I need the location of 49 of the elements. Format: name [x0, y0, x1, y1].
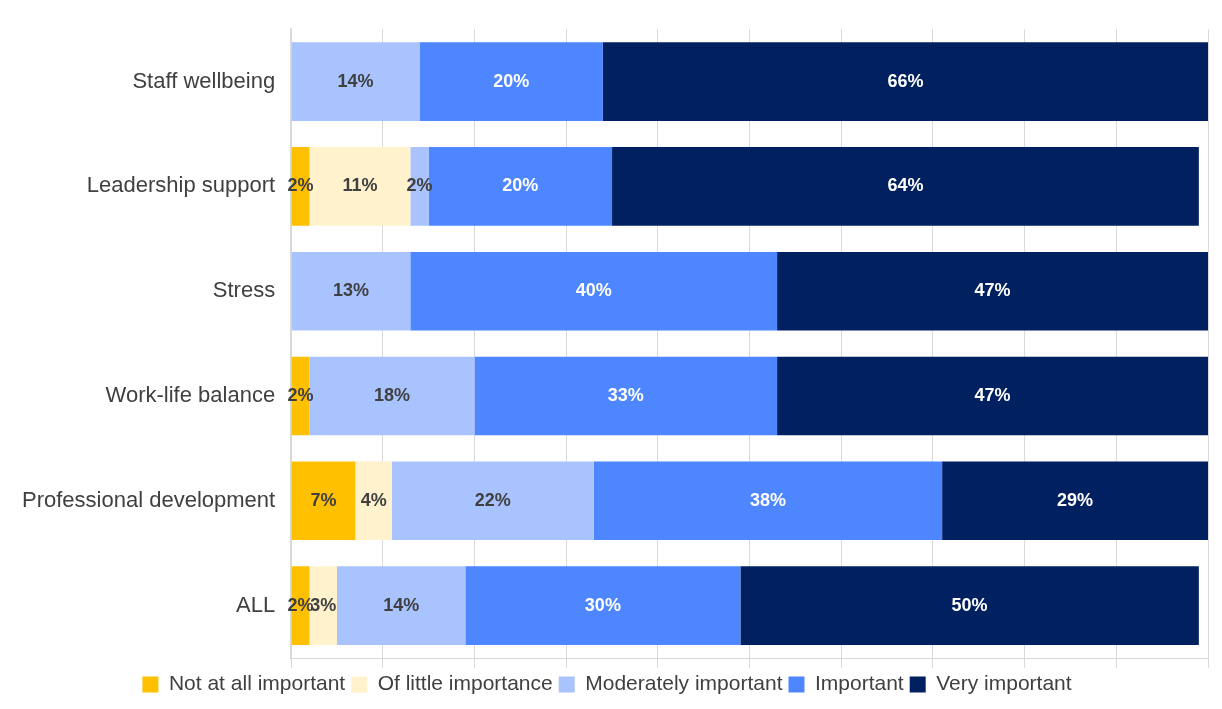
- bar: [336, 566, 466, 645]
- data-label: 47%: [974, 384, 1011, 405]
- y-tick-label: Professional development: [21, 486, 276, 512]
- data-label: 22%: [474, 489, 511, 510]
- data-label: 20%: [502, 175, 539, 196]
- y-tick-label: ALL: [235, 591, 276, 617]
- bar: [777, 356, 1208, 436]
- data-label: 4%: [360, 489, 387, 510]
- data-label: 40%: [575, 280, 612, 301]
- legend-label: Important: [814, 671, 904, 695]
- data-label: 66%: [887, 70, 924, 91]
- legend-label: Of little importance: [377, 671, 553, 695]
- bar: [392, 461, 594, 541]
- data-label: 38%: [749, 489, 786, 510]
- data-label: 50%: [951, 594, 988, 615]
- bar: [410, 251, 778, 331]
- data-label: 18%: [373, 384, 411, 405]
- bar: [465, 566, 741, 645]
- bar: [291, 251, 411, 331]
- bar: [474, 356, 778, 436]
- bar: [942, 461, 1208, 541]
- data-label: 11%: [342, 175, 378, 196]
- data-label: 14%: [337, 70, 374, 91]
- legend-label: Not at all important: [168, 671, 346, 695]
- data-label: 33%: [607, 384, 644, 405]
- bar: [593, 461, 943, 541]
- bar: [291, 42, 420, 121]
- data-label: 20%: [493, 70, 530, 91]
- data-label: 30%: [584, 594, 621, 615]
- data-label: 13%: [332, 280, 370, 301]
- legend-label: Moderately important: [585, 671, 783, 695]
- data-label: 29%: [1057, 489, 1094, 510]
- bar: [777, 251, 1208, 331]
- bar: [740, 566, 1199, 645]
- y-tick-label: Leadership support: [86, 172, 276, 198]
- bar: [419, 42, 603, 121]
- data-label: 47%: [974, 280, 1011, 301]
- bar: [612, 147, 1199, 226]
- data-label: 7%: [310, 489, 337, 510]
- y-tick-label: Staff wellbeing: [132, 67, 276, 93]
- bar: [602, 42, 1208, 121]
- y-tick-label: Stress: [212, 277, 276, 303]
- bar: [355, 461, 392, 541]
- data-label: 64%: [887, 175, 924, 196]
- data-label: 14%: [383, 594, 420, 615]
- bar: [291, 461, 356, 541]
- y-tick-label: Work-life balance: [105, 382, 276, 408]
- data-label: 2%: [406, 175, 433, 196]
- legend-label: Very important: [936, 671, 1072, 695]
